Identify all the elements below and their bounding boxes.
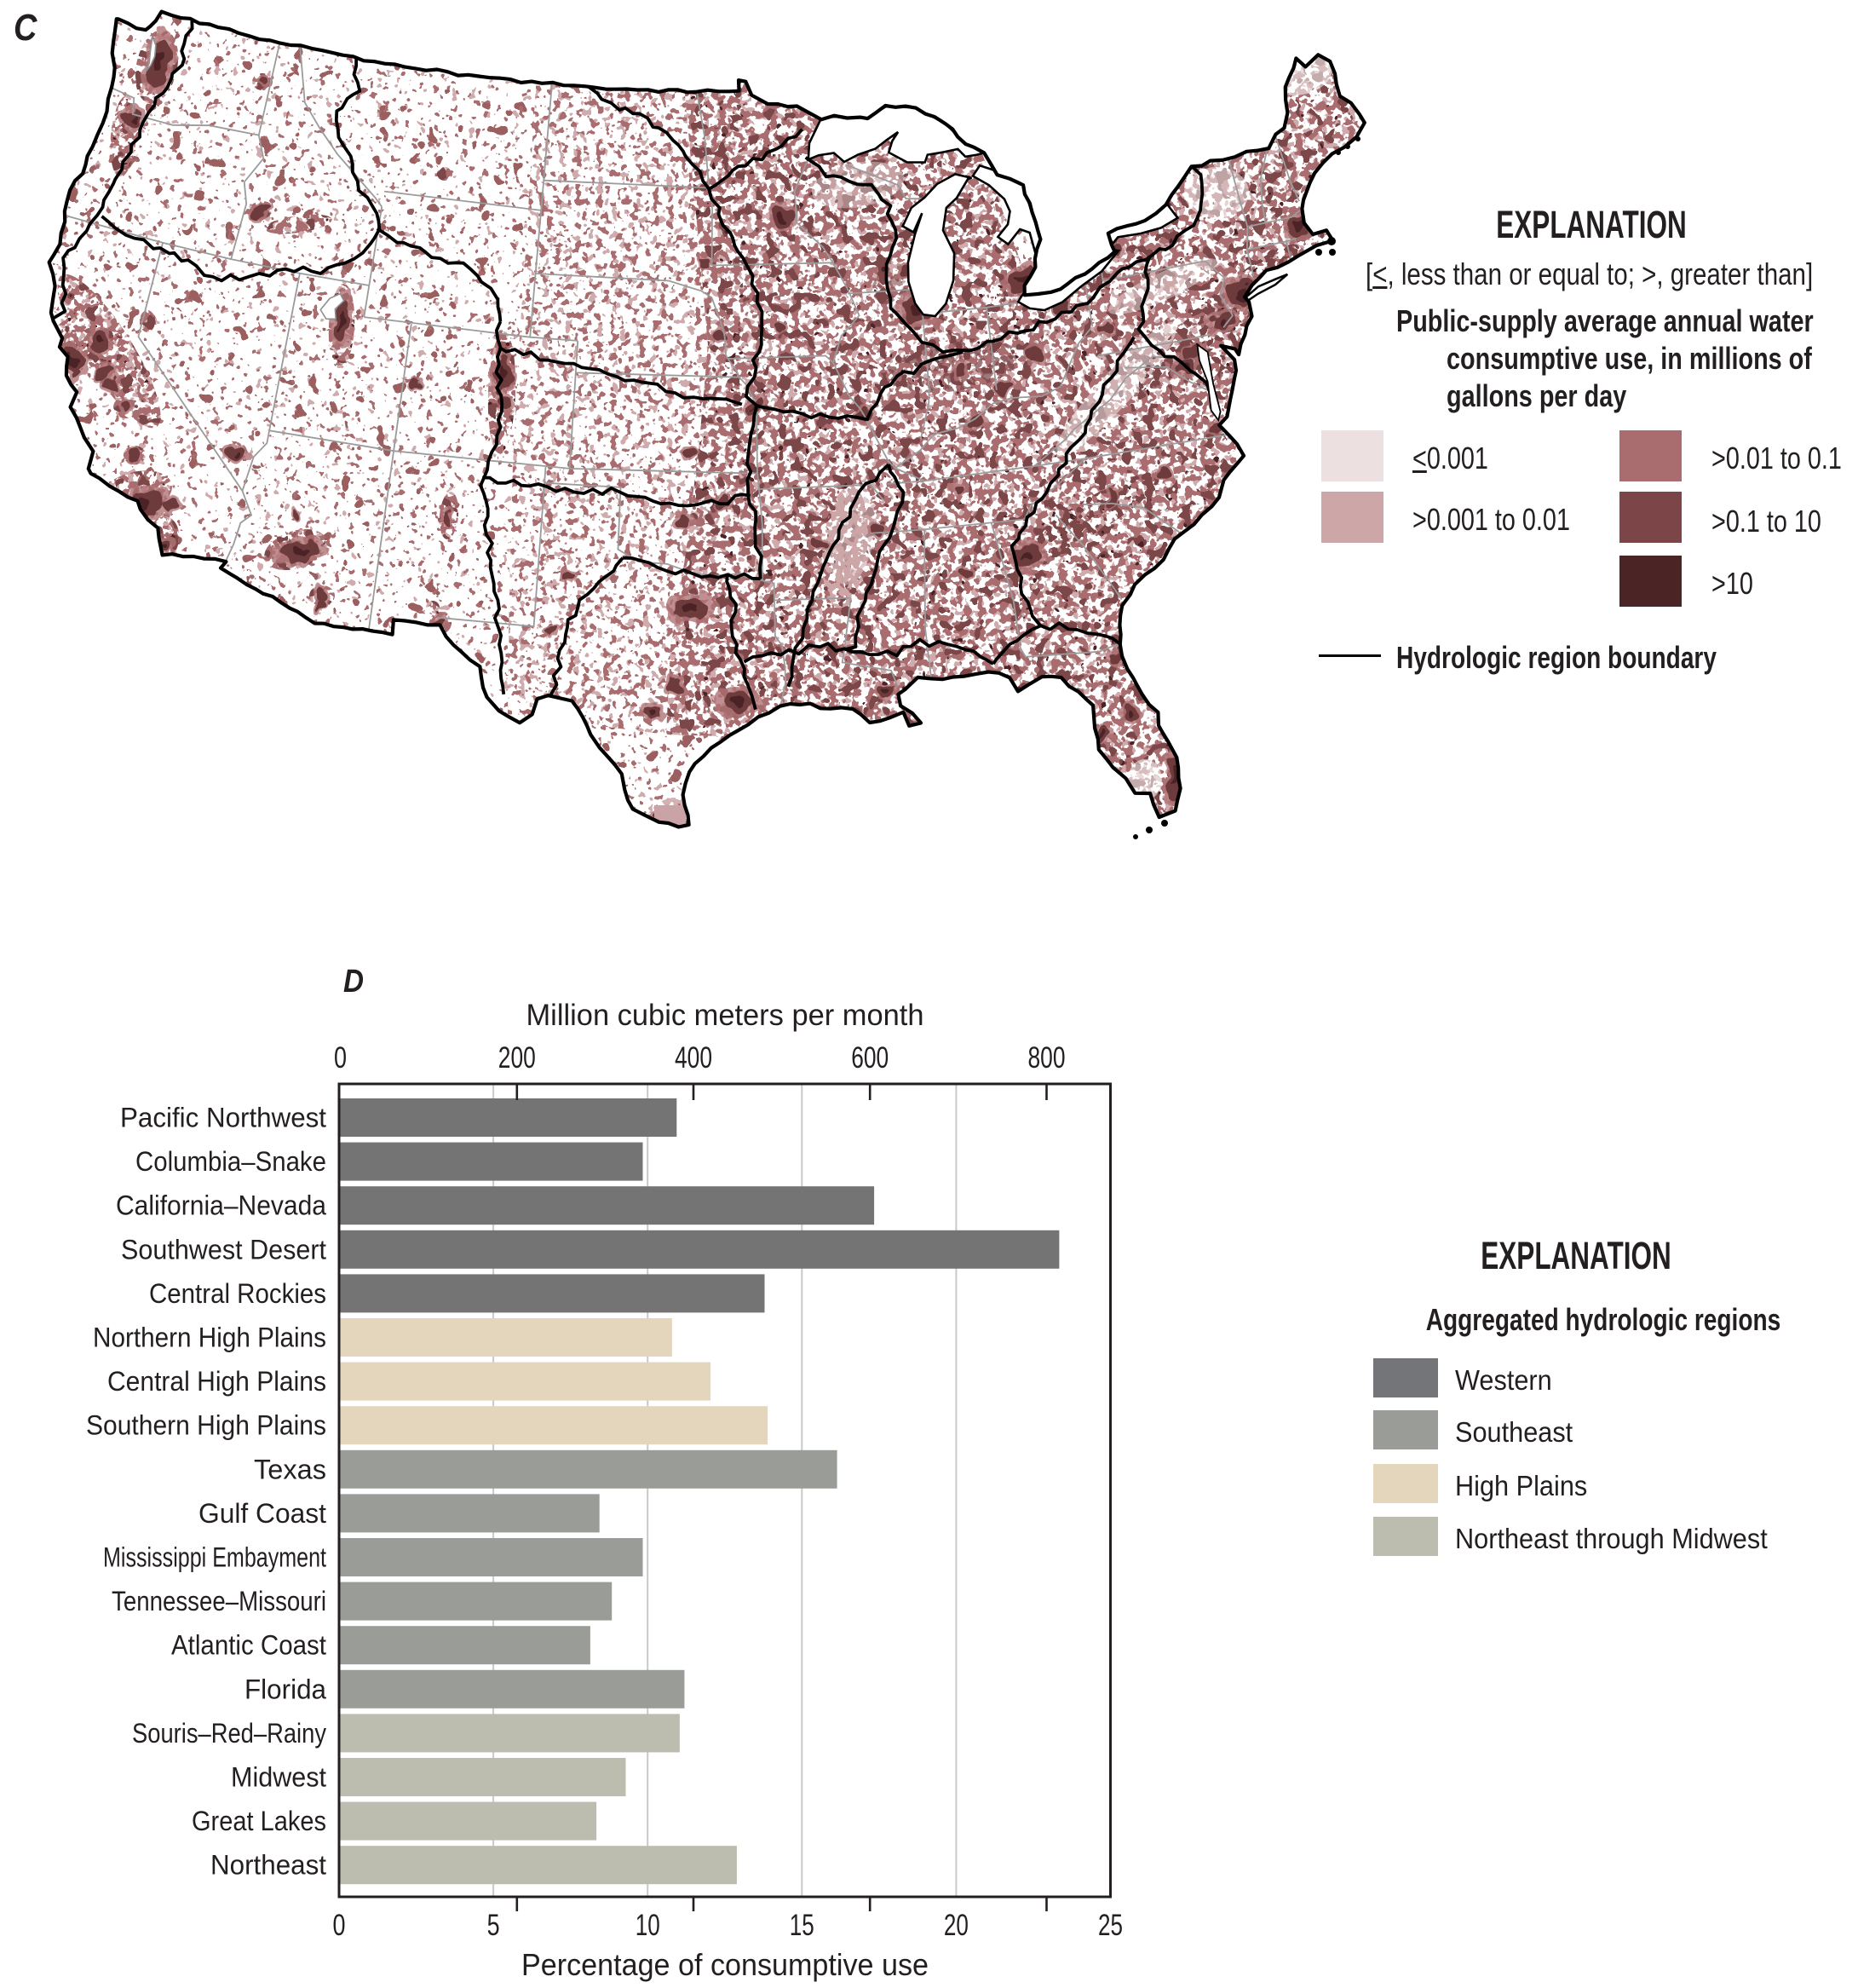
svg-text:D: D (343, 964, 364, 1000)
svg-text:Central High Plains: Central High Plains (107, 1366, 326, 1397)
svg-text:0: 0 (333, 1909, 346, 1942)
svg-text:Northeast: Northeast (210, 1850, 326, 1881)
svg-text:600: 600 (851, 1041, 889, 1075)
svg-text:Gulf Coast: Gulf Coast (198, 1498, 326, 1529)
svg-text:Northern High Plains: Northern High Plains (93, 1322, 326, 1353)
svg-text:400: 400 (675, 1041, 712, 1075)
svg-text:15: 15 (790, 1909, 814, 1942)
svg-text:Atlantic Coast: Atlantic Coast (171, 1630, 326, 1661)
svg-text:Percentage of consumptive use: Percentage of consumptive use (521, 1947, 929, 1982)
svg-text:Souris–Red–Rainy: Souris–Red–Rainy (132, 1718, 326, 1749)
svg-text:Southern High Plains: Southern High Plains (86, 1410, 326, 1441)
svg-text:Pacific Northwest: Pacific Northwest (120, 1103, 326, 1133)
svg-text:Texas: Texas (254, 1454, 326, 1484)
svg-text:Great Lakes: Great Lakes (192, 1806, 326, 1836)
svg-text:200: 200 (498, 1041, 536, 1075)
svg-text:Florida: Florida (244, 1674, 326, 1704)
svg-text:20: 20 (944, 1909, 969, 1942)
svg-text:Midwest: Midwest (231, 1762, 326, 1793)
svg-text:5: 5 (487, 1909, 500, 1942)
svg-text:800: 800 (1028, 1041, 1066, 1075)
svg-text:Tennessee–Missouri: Tennessee–Missouri (112, 1586, 326, 1616)
svg-text:Million cubic meters per month: Million cubic meters per month (526, 999, 924, 1032)
svg-text:Columbia–Snake: Columbia–Snake (135, 1146, 326, 1177)
svg-text:Central Rockies: Central Rockies (149, 1278, 326, 1309)
svg-text:Southwest Desert: Southwest Desert (121, 1234, 326, 1265)
svg-text:California–Nevada: California–Nevada (116, 1190, 326, 1221)
svg-text:Mississippi Embayment: Mississippi Embayment (103, 1542, 326, 1573)
svg-text:25: 25 (1098, 1909, 1123, 1942)
svg-text:0: 0 (334, 1041, 347, 1075)
svg-text:10: 10 (636, 1909, 660, 1942)
